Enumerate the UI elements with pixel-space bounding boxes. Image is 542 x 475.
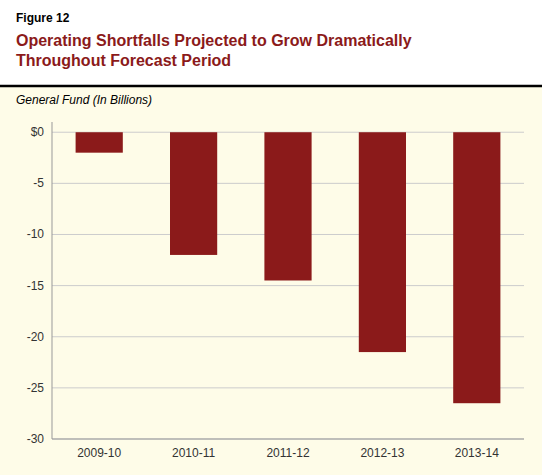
page: {"chart_data": {"type": "bar", "annotati… — [0, 0, 542, 475]
x-axis: 2009-10 2010-11 2011-12 2012-13 2013-14 — [52, 439, 524, 460]
y-tick-label: -5 — [33, 176, 44, 190]
bar — [359, 132, 406, 352]
chart-container: Figure 12 Operating Shortfalls Projected … — [0, 0, 542, 475]
y-tick-label: -25 — [27, 381, 45, 395]
bar — [264, 132, 311, 280]
bar — [170, 132, 217, 255]
title: Throughout Forecast Period — [16, 52, 231, 69]
y-tick-label: -20 — [27, 330, 45, 344]
grid-line — [52, 439, 524, 440]
y-axis-line — [52, 122, 53, 439]
x-tick-label: 2009-10 — [77, 446, 121, 460]
chart-svg: Figure 12 Operating Shortfalls Projected … — [0, 0, 542, 475]
y-tick-label: -30 — [27, 432, 45, 446]
bars — [76, 132, 501, 403]
bar — [453, 132, 500, 403]
y-tick-label: -10 — [27, 227, 45, 241]
y-axis: $0 -5 -10 -15 -20 -25 -30 — [27, 122, 52, 446]
separator — [0, 85, 542, 88]
grid — [52, 132, 524, 439]
bar — [76, 132, 123, 152]
chart-background — [0, 86, 542, 475]
x-tick-label: 2013-14 — [455, 446, 499, 460]
x-tick-label: 2011-12 — [266, 446, 309, 460]
subtitle: General Fund (In Billions) — [16, 93, 152, 107]
y-tick-label: -15 — [27, 279, 45, 293]
y-tick-label: $0 — [31, 125, 45, 139]
title: Operating Shortfalls Projected to Grow D… — [16, 32, 412, 49]
x-tick-label: 2012-13 — [360, 446, 404, 460]
x-axis-line — [52, 439, 524, 440]
x-tick-label: 2010-11 — [172, 446, 215, 460]
figure-label: Figure 12 — [16, 11, 70, 25]
header-background — [0, 0, 542, 86]
